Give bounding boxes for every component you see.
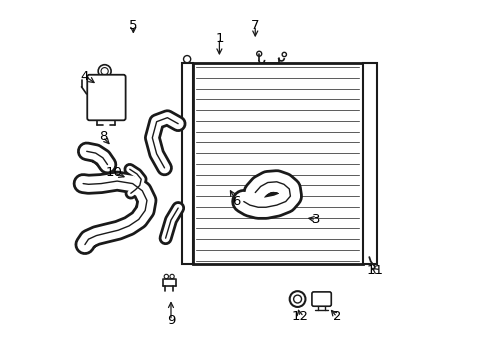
Text: 2: 2 — [332, 310, 341, 324]
Circle shape — [76, 178, 88, 189]
Text: 4: 4 — [81, 69, 89, 82]
Circle shape — [79, 145, 90, 157]
Text: 12: 12 — [291, 310, 308, 324]
Circle shape — [79, 238, 89, 249]
Bar — [362, 63, 376, 264]
Text: 1: 1 — [215, 32, 223, 45]
Text: 11: 11 — [366, 264, 383, 277]
Circle shape — [289, 291, 305, 307]
Text: 10: 10 — [105, 166, 122, 179]
Bar — [192, 63, 362, 264]
Text: 8: 8 — [99, 130, 107, 144]
FancyBboxPatch shape — [87, 75, 125, 120]
Text: 7: 7 — [250, 19, 259, 32]
FancyBboxPatch shape — [311, 292, 330, 306]
Text: 9: 9 — [166, 314, 175, 327]
Circle shape — [98, 65, 111, 78]
Bar — [182, 63, 192, 264]
Text: 3: 3 — [311, 213, 320, 226]
Text: 6: 6 — [232, 195, 240, 208]
Text: 5: 5 — [129, 19, 137, 32]
